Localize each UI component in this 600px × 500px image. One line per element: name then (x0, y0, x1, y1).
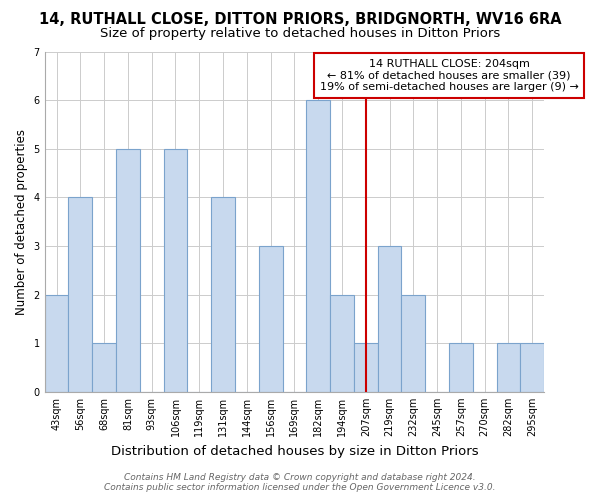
Bar (116, 148, 140, 392)
Bar (44, 294, 68, 392)
Bar (259, 246, 283, 392)
Text: Size of property relative to detached houses in Ditton Priors: Size of property relative to detached ho… (100, 28, 500, 40)
X-axis label: Distribution of detached houses by size in Ditton Priors: Distribution of detached houses by size … (110, 444, 478, 458)
Bar (211, 198, 235, 392)
Bar (92, 343, 116, 392)
Bar (377, 246, 401, 392)
Bar (520, 343, 544, 392)
Y-axis label: Number of detached properties: Number of detached properties (15, 128, 28, 314)
Bar (164, 148, 187, 392)
Text: 14 RUTHALL CLOSE: 204sqm
← 81% of detached houses are smaller (39)
19% of semi-d: 14 RUTHALL CLOSE: 204sqm ← 81% of detach… (320, 59, 578, 92)
Bar (306, 100, 330, 392)
Text: Contains HM Land Registry data © Crown copyright and database right 2024.
Contai: Contains HM Land Registry data © Crown c… (104, 473, 496, 492)
Bar (330, 294, 354, 392)
Text: 14, RUTHALL CLOSE, DITTON PRIORS, BRIDGNORTH, WV16 6RA: 14, RUTHALL CLOSE, DITTON PRIORS, BRIDGN… (38, 12, 562, 28)
Bar (497, 343, 520, 392)
Bar (354, 343, 377, 392)
Bar (68, 198, 92, 392)
Bar (449, 343, 473, 392)
Bar (401, 294, 425, 392)
